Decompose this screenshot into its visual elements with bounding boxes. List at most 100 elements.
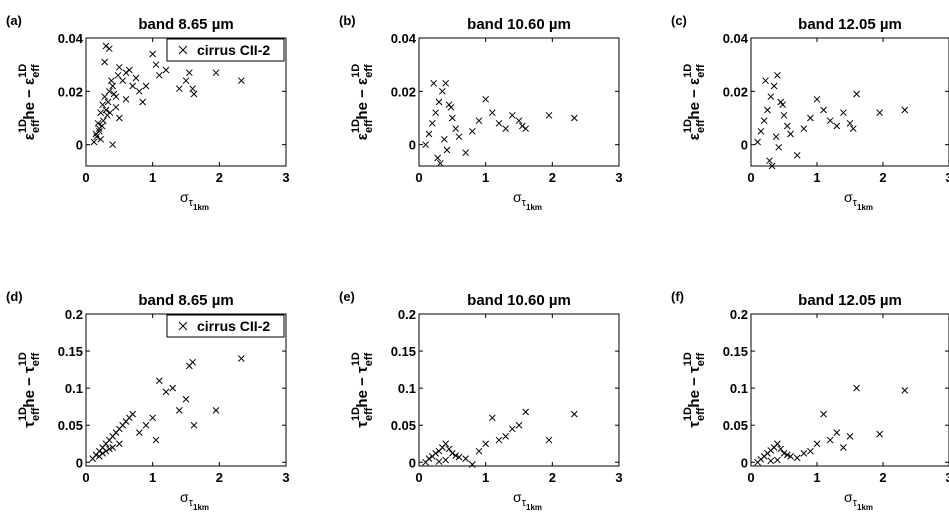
data-point xyxy=(762,77,769,85)
x-axis-label-subsub: 1km xyxy=(857,503,873,512)
plot-frame xyxy=(750,37,949,167)
data-point xyxy=(182,395,190,403)
y-label-sup-b: 1D xyxy=(350,64,362,78)
x-tick-label: 0 xyxy=(82,470,89,485)
x-tick-label: 0 xyxy=(747,170,754,185)
panel-c: (c)band 12.05 µm012300.020.04στ1kmε1Deff… xyxy=(671,13,949,212)
data-point xyxy=(800,125,808,133)
data-point xyxy=(432,109,440,117)
y-label-sym-a: τ xyxy=(21,421,38,428)
x-tick-label: 3 xyxy=(615,170,622,185)
x-axis-label-sub: τ xyxy=(189,497,194,509)
y-axis-label: ε1Deffhe − ε1Deff xyxy=(350,64,375,140)
data-point xyxy=(149,414,157,422)
data-point xyxy=(775,143,783,151)
data-point xyxy=(515,421,523,429)
y-label-sup-b: 1D xyxy=(17,352,29,366)
y-tick-label: 0.15 xyxy=(391,344,416,359)
data-point xyxy=(432,450,440,457)
data-point xyxy=(793,454,801,462)
data-point xyxy=(462,455,470,462)
y-label-sub-b: eff xyxy=(30,352,42,366)
data-point xyxy=(185,69,193,77)
data-point xyxy=(760,117,768,125)
x-tick-label: 2 xyxy=(879,470,886,485)
y-label-sub-a: eff xyxy=(363,407,375,421)
y-tick-label: 0.05 xyxy=(58,418,83,433)
legend-marker xyxy=(178,45,188,55)
x-axis-label: στ1km xyxy=(513,489,542,512)
data-point xyxy=(777,445,785,453)
y-axis-label: τ1Deffhe − τ1Deff xyxy=(17,352,42,428)
x-axis-label: στ1km xyxy=(180,189,209,212)
data-point xyxy=(428,119,436,127)
data-point xyxy=(105,445,113,453)
y-axis-label: τ1Deffhe − τ1Deff xyxy=(682,352,707,428)
x-tick-label: 2 xyxy=(879,170,886,185)
data-point xyxy=(515,117,523,125)
data-point xyxy=(438,87,446,95)
data-point xyxy=(780,111,788,119)
data-point xyxy=(97,109,105,117)
data-point xyxy=(115,63,123,71)
x-tick-label: 1 xyxy=(813,470,820,485)
x-axis-label-subsub: 1km xyxy=(526,503,542,512)
data-point xyxy=(99,450,107,457)
panel-e: (e) band 10.60 µm0 1 2 300.050.10.150.2στ1km… xyxy=(339,289,623,512)
y-axis-label: τ1Deffhe − τ1Deff xyxy=(350,352,375,428)
data-point xyxy=(101,58,109,66)
data-point xyxy=(442,79,450,87)
data-point xyxy=(767,457,775,465)
y-label-sym-a: τ xyxy=(686,421,703,428)
data-point xyxy=(793,151,801,159)
y-label-sym-a: τ xyxy=(354,421,371,428)
x-axis-label-subsub: 1km xyxy=(857,203,873,212)
y-tick-label: 0.04 xyxy=(723,31,749,46)
y-label-sub-a: eff xyxy=(30,407,42,421)
data-point xyxy=(122,95,130,103)
data-point xyxy=(189,358,197,366)
panel-a: (a) band 8.65 µm0 1 2 300.020.04στ1kmε1Deffh… xyxy=(6,13,290,212)
data-point xyxy=(119,77,127,85)
data-point xyxy=(462,149,470,157)
data-point xyxy=(807,114,814,122)
data-point xyxy=(448,450,456,457)
y-tick-label: 0 xyxy=(741,455,748,470)
y-label-sym-a: ε xyxy=(686,133,703,140)
data-point xyxy=(901,387,909,394)
data-point xyxy=(436,159,444,167)
data-point xyxy=(853,384,860,392)
data-point xyxy=(104,98,112,106)
data-point xyxy=(106,109,114,117)
y-tick-label: 0.02 xyxy=(391,84,416,99)
panel-label: (c) xyxy=(671,13,687,28)
x-axis-label: στ1km xyxy=(844,189,873,212)
x-tick-label: 2 xyxy=(216,470,223,485)
x-axis-label-sub: τ xyxy=(189,197,194,209)
x-tick-label: 3 xyxy=(282,470,289,485)
data-point xyxy=(175,407,183,414)
y-tick-label: 0.15 xyxy=(723,344,748,359)
x-axis-label-sub: τ xyxy=(522,497,527,509)
data-point xyxy=(155,377,163,385)
data-point xyxy=(826,436,834,444)
data-point xyxy=(155,71,163,79)
y-label-sub-a: eff xyxy=(695,407,707,421)
data-point xyxy=(901,106,909,114)
y-label-sub-a: eff xyxy=(695,119,707,133)
data-point xyxy=(102,106,110,114)
y-axis-label: ε1Deffhe − ε1Deff xyxy=(17,64,42,140)
y-label-mid: he − xyxy=(21,373,38,408)
y-label-sup-a: 1D xyxy=(17,119,29,133)
data-point xyxy=(570,410,578,418)
y-label-mid: he − xyxy=(354,85,371,120)
data-point xyxy=(105,45,113,53)
x-axis-label-subsub: 1km xyxy=(526,203,542,212)
panel-label: (b) xyxy=(339,13,356,28)
data-point xyxy=(768,162,776,170)
x-tick-label: 0 xyxy=(415,470,422,485)
data-point xyxy=(807,447,814,455)
data-point xyxy=(455,133,463,141)
data-point xyxy=(448,114,456,122)
plot-title: band 10.60 µm xyxy=(467,292,571,309)
